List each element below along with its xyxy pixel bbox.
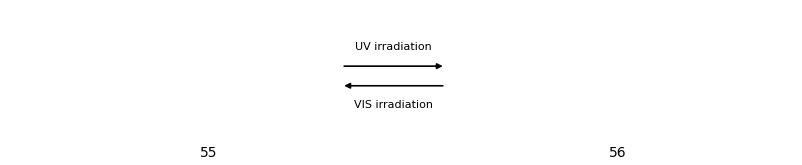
Text: 56: 56 xyxy=(609,146,626,160)
Text: VIS irradiation: VIS irradiation xyxy=(354,100,432,110)
Text: UV irradiation: UV irradiation xyxy=(354,42,431,51)
Text: 55: 55 xyxy=(200,146,217,160)
